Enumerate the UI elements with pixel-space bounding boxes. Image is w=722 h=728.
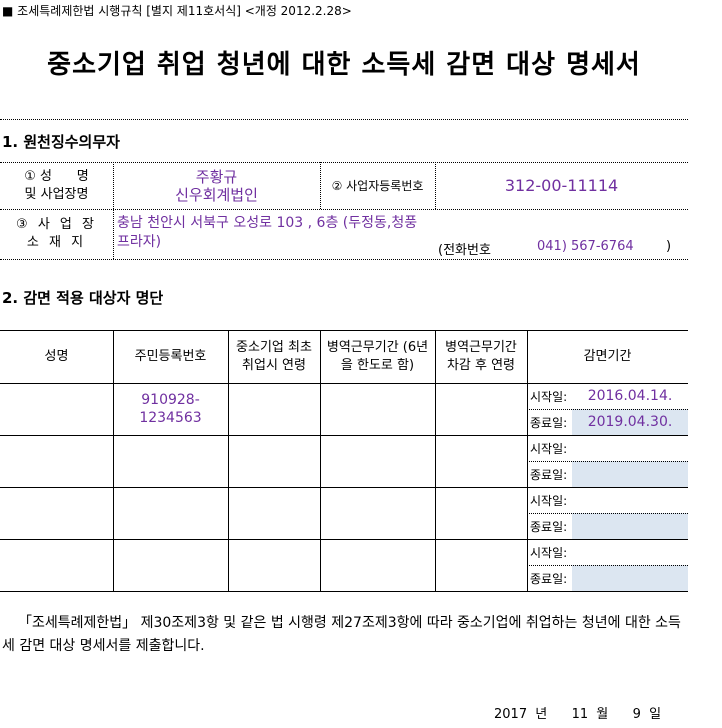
end-date bbox=[572, 513, 688, 539]
form-reference: ■ 조세특례제한법 시행규칙 [별지 제11호서식] <개정 2012.2.28… bbox=[2, 4, 352, 18]
end-date: 2019.04.30. bbox=[587, 414, 673, 430]
bizno-label: ② 사업자등록번호 bbox=[331, 178, 424, 193]
start-date bbox=[572, 487, 688, 513]
start-label: 시작일: bbox=[530, 390, 568, 404]
employer-name: 주황규 신우회계법인 bbox=[175, 167, 258, 204]
end-label: 종료일: bbox=[530, 468, 568, 482]
column-header: 병역근무기간 (6년을 한도로 함) bbox=[326, 339, 429, 373]
start-label: 시작일: bbox=[530, 494, 568, 508]
start-date bbox=[572, 539, 688, 565]
start-label: 시작일: bbox=[530, 442, 568, 456]
row-rrn bbox=[113, 487, 228, 539]
start-date: 2016.04.14. bbox=[587, 388, 673, 404]
start-label: 시작일: bbox=[530, 546, 568, 560]
row-name bbox=[0, 435, 113, 487]
row-rrn bbox=[113, 539, 228, 591]
phone-value: 041) 567-6764 bbox=[537, 239, 634, 254]
end-label: 종료일: bbox=[530, 520, 568, 534]
divider bbox=[0, 119, 688, 120]
row-name bbox=[0, 487, 113, 539]
column-header: 성명 bbox=[44, 348, 69, 364]
end-label: 종료일: bbox=[530, 572, 568, 586]
submission-date: 2017 년 11 월 9 일 bbox=[494, 707, 662, 722]
page-title: 중소기업 취업 청년에 대한 소득세 감면 대상 명세서 bbox=[47, 50, 641, 80]
phone-close: ) bbox=[666, 239, 672, 254]
bizno-value: 312-00-11114 bbox=[504, 175, 619, 195]
address-value: 충남 천안시 서북구 오성로 103 , 6층 (두정동,청풍프라자) bbox=[117, 215, 418, 250]
row-rrn bbox=[113, 435, 228, 487]
section1-heading: 1. 원천징수의무자 bbox=[2, 133, 120, 151]
phone-label: (전화번호 bbox=[438, 243, 491, 258]
column-header: 주민등록번호 bbox=[134, 348, 207, 364]
column-header: 중소기업 최초 취업시 연령 bbox=[236, 339, 312, 373]
start-date bbox=[572, 435, 688, 461]
row-rrn: 910928-1234563 bbox=[139, 392, 202, 426]
statement: 「조세특례제한법」 제30조제3항 및 같은 법 시행령 제27조제3항에 따라… bbox=[2, 615, 681, 654]
section2-heading: 2. 감면 적용 대상자 명단 bbox=[2, 289, 164, 307]
end-label: 종료일: bbox=[530, 416, 568, 430]
end-date bbox=[572, 461, 688, 487]
row-name bbox=[0, 539, 113, 591]
row-name bbox=[0, 383, 113, 435]
end-date bbox=[572, 565, 688, 591]
column-header: 병역근무기간 차감 후 연령 bbox=[445, 339, 517, 373]
column-header: 감면기간 bbox=[583, 348, 632, 364]
